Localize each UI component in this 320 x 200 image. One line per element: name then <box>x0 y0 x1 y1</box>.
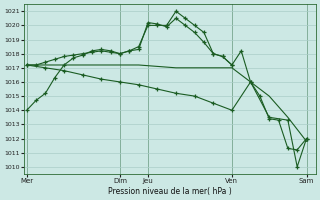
X-axis label: Pression niveau de la mer( hPa ): Pression niveau de la mer( hPa ) <box>108 187 232 196</box>
